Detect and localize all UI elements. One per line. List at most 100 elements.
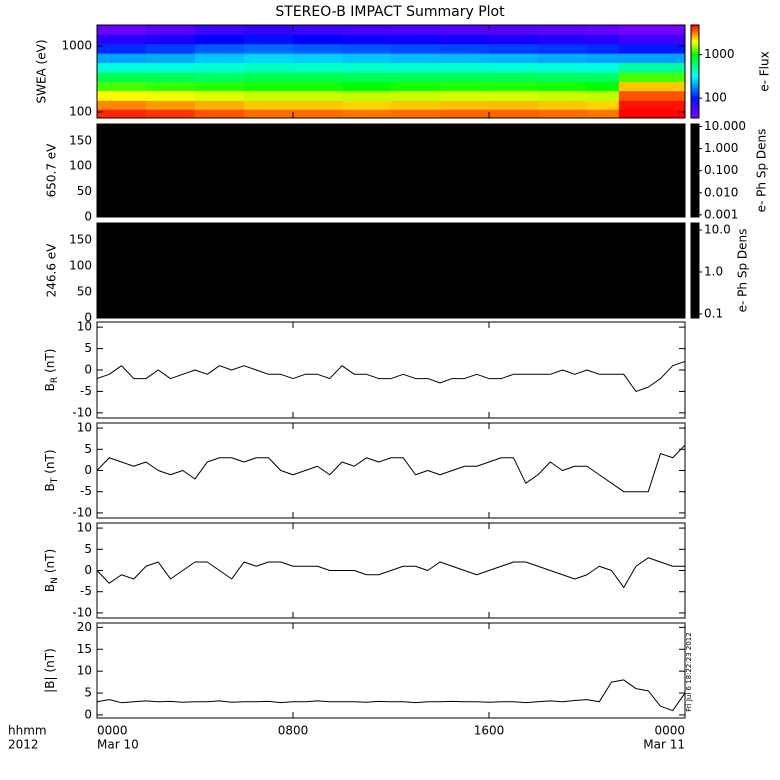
heatmap-cell	[97, 72, 147, 82]
heatmap-cell	[538, 90, 588, 101]
heatmap-cell	[587, 90, 620, 101]
colorbar-tick-label: 10.000	[704, 119, 746, 133]
y-tick-label: 5	[84, 442, 92, 456]
heatmap-cell	[618, 53, 686, 64]
y-label-sub: T	[50, 477, 60, 484]
x-tick-label: 0000	[654, 724, 685, 738]
heatmap-cell	[440, 81, 490, 92]
y-tick-label: 50	[77, 184, 92, 198]
heatmap-cell	[195, 43, 245, 54]
heatmap-cell	[391, 100, 441, 110]
colorbar-tick-label: 10.0	[704, 223, 731, 237]
panel-frame	[96, 123, 686, 218]
heatmap-cell	[342, 72, 392, 82]
heatmap-cell	[342, 53, 392, 64]
y-tick-label: 0	[84, 563, 92, 577]
colorbar-tick-label: 1000	[704, 47, 735, 61]
heatmap-cell	[244, 43, 294, 54]
heatmap-cell	[391, 81, 441, 92]
y-axis-label: BT (nT)	[43, 449, 60, 491]
heatmap-cell	[146, 34, 196, 45]
heatmap-cell	[391, 34, 441, 45]
heatmap-cell	[587, 81, 620, 92]
y-label-sub: R	[50, 377, 60, 383]
y-tick-label: -5	[80, 384, 92, 398]
heatmap-cell	[293, 81, 343, 92]
heatmap-cell	[97, 34, 147, 45]
y-tick-label: 100	[69, 159, 92, 173]
heatmap-cell	[440, 109, 490, 119]
heatmap-cell	[146, 90, 196, 101]
no-data-fill	[97, 124, 685, 217]
heatmap-cell	[293, 72, 343, 82]
heatmap-cell	[489, 109, 539, 119]
heatmap-cell	[146, 25, 196, 35]
heatmap-cell	[97, 62, 147, 73]
y-tick-label: -5	[80, 484, 92, 498]
heatmap-cell	[195, 25, 245, 35]
y-axis-label: 650.7 eV	[45, 143, 59, 198]
heatmap-cell	[195, 62, 245, 73]
heatmap-cell	[489, 34, 539, 45]
colorbar-label: e- Ph Sp Dens	[736, 229, 750, 313]
heatmap-cell	[538, 100, 588, 110]
heatmap-cell	[618, 34, 686, 45]
heatmap-cell	[538, 109, 588, 119]
data-line	[96, 679, 686, 712]
colorbar-tick-label: 1.0	[704, 264, 723, 278]
colorbar	[690, 123, 700, 218]
heatmap-cell	[342, 34, 392, 45]
y-tick-label: 0	[84, 311, 92, 325]
date-label: Mar 10	[97, 738, 139, 752]
heatmap-cell	[538, 62, 588, 73]
heatmap-cell	[146, 43, 196, 54]
date-label: Mar 11	[643, 738, 685, 752]
heatmap-cell	[342, 90, 392, 101]
y-tick-label: 15	[77, 642, 92, 656]
heatmap-cell	[440, 72, 490, 82]
heatmap-cell	[146, 72, 196, 82]
heatmap-cell	[97, 100, 147, 110]
panel-frame	[96, 24, 686, 119]
heatmap-cell	[293, 90, 343, 101]
heatmap-cell	[342, 43, 392, 54]
heatmap-cell	[195, 81, 245, 92]
heatmap-cell	[440, 90, 490, 101]
heatmap-cell	[342, 81, 392, 92]
y-label-main: B	[43, 584, 57, 592]
plot-title: STEREO-B IMPACT Summary Plot	[275, 4, 505, 20]
heatmap-cell	[244, 62, 294, 73]
heatmap-cell	[293, 62, 343, 73]
heatmap-cell	[587, 53, 620, 64]
colorbar-tick-label: 0.010	[704, 185, 738, 199]
heatmap-cell	[146, 62, 196, 73]
y-label-unit: (nT)	[43, 349, 57, 373]
no-data-fill	[97, 223, 685, 318]
heatmap-cell	[195, 72, 245, 82]
y-tick-label: 150	[69, 133, 92, 147]
heatmap-cell	[489, 72, 539, 82]
heatmap-cell	[195, 34, 245, 45]
heatmap-cell	[244, 90, 294, 101]
heatmap-cell	[489, 43, 539, 54]
x-tick-label: 1600	[474, 724, 505, 738]
heatmap-cell	[244, 72, 294, 82]
y-axis-label: |B| (nT)	[43, 648, 57, 693]
y-tick-label: 100	[69, 259, 92, 273]
y-tick-label: 20	[77, 620, 92, 634]
timestamp: Fri Jul 6 18:22:23 2012	[685, 632, 693, 711]
heatmap-cell	[489, 25, 539, 35]
y-axis-label: BN (nT)	[43, 549, 60, 592]
heatmap-cell	[538, 72, 588, 82]
heatmap-cell	[489, 81, 539, 92]
y-tick-label: 0	[84, 463, 92, 477]
colorbar-label: e- Ph Sp Dens	[755, 129, 769, 213]
heatmap-cell	[195, 100, 245, 110]
heatmap-cell	[97, 81, 147, 92]
colorbar-label: e- Flux	[758, 51, 772, 91]
heatmap-cell	[342, 109, 392, 119]
y-tick-label: 10	[77, 421, 92, 435]
heatmap-cell	[146, 81, 196, 92]
heatmap-cell	[244, 53, 294, 64]
heatmap-cell	[440, 34, 490, 45]
